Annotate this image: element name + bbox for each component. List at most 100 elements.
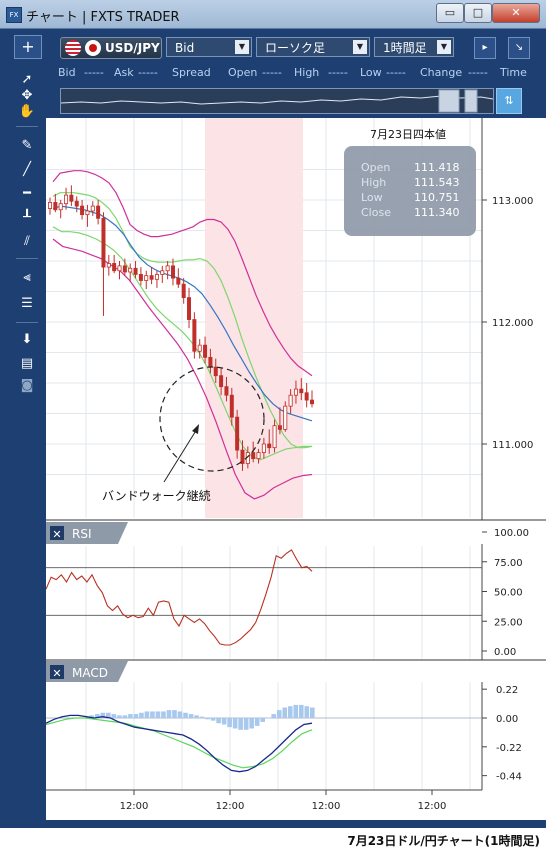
overview-right-handle[interactable] (464, 89, 478, 113)
minimize-button[interactable]: ▭ (436, 3, 464, 23)
candle-body (251, 452, 256, 460)
info-low-value: 110.751 (414, 191, 460, 204)
quote-ask-value: ----- (138, 66, 158, 79)
symbol-label: USD/JPY (105, 41, 160, 55)
timeframe-select[interactable]: 1時間足 ▼ (374, 37, 454, 57)
candle-body (240, 449, 245, 464)
candle-body (90, 205, 95, 212)
macd-close-button[interactable] (50, 665, 64, 679)
quote-ask-label: Ask (114, 66, 134, 79)
bollinger-upper-2sigma (52, 170, 313, 377)
time-tick-label: 12:00 (120, 801, 149, 812)
fibonacci-fan-icon[interactable]: ⫷ (23, 270, 31, 285)
macd-histogram-bar (161, 711, 166, 718)
rsi-label: RSI (72, 527, 92, 541)
detach-button[interactable]: ↘ (508, 37, 530, 59)
candle-body (112, 263, 117, 272)
candle-body (219, 375, 224, 388)
macd-tick-label: 0.22 (496, 685, 518, 696)
quote-change-label: Change (420, 66, 463, 79)
macd-histogram-bar (106, 712, 111, 718)
download-icon[interactable]: ⬇ (21, 332, 33, 347)
annotation-arrow (163, 428, 198, 483)
hand-icon[interactable]: ✋ (18, 104, 36, 119)
list-icon[interactable]: ▤ (20, 356, 34, 371)
rsi-close-button[interactable] (50, 526, 64, 540)
channel-icon[interactable]: ⫽ (24, 234, 30, 249)
camera-icon[interactable]: ◙ (20, 378, 34, 393)
annotation-circle (159, 366, 265, 472)
overview-left-handle[interactable] (438, 89, 460, 113)
maximize-button[interactable]: □ (464, 3, 492, 23)
candle-body (144, 275, 149, 281)
add-chart-button[interactable]: + (14, 35, 42, 59)
sidebar-divider (16, 322, 38, 323)
chart-window: FX チャート | FXTS TRADER ▭ □ ✕ + USD/JPY Bi… (0, 0, 546, 828)
candle-body (261, 443, 266, 453)
line-icon[interactable]: ╱ (23, 162, 31, 177)
quote-low-value: ----- (386, 66, 406, 79)
bollinger-lower-1sigma (52, 226, 312, 461)
candle-body (53, 202, 58, 211)
candle-body (224, 386, 229, 396)
macd-histogram-bar (254, 718, 260, 726)
vertical-line-icon[interactable]: ┸ (23, 210, 31, 225)
cursor-icon[interactable]: ➚ (21, 72, 33, 87)
candle-body (128, 267, 133, 273)
quote-bid-label: Bid (58, 66, 76, 79)
quote-open-value: ----- (262, 66, 282, 79)
overview-toggle-button[interactable]: ⇅ (496, 88, 522, 114)
rsi-tick-label: 25.00 (494, 617, 523, 628)
macd-histogram-bar (144, 711, 150, 718)
price-side-select[interactable]: Bid ▼ (166, 37, 252, 57)
macd-histogram-bar (205, 718, 210, 720)
macd-histogram-bar (133, 714, 139, 718)
candle-body (288, 394, 293, 407)
bollinger-lower-2sigma (52, 238, 313, 500)
macd-histogram-bar (282, 707, 288, 718)
rsi-line (46, 549, 313, 646)
macd-histogram-bar (128, 714, 133, 718)
macd-axis: 0.22 0.00 -0.22 -0.44 (482, 685, 522, 783)
sidebar-divider (16, 258, 38, 259)
macd-histogram-bar (298, 704, 304, 718)
rsi-header (46, 520, 546, 544)
macd-histogram-bar (150, 711, 155, 718)
candle-body (197, 344, 202, 352)
fibonacci-retracement-icon[interactable]: ☰ (21, 296, 33, 311)
rsi-tab[interactable] (46, 522, 128, 544)
brush-icon[interactable]: ✎ (21, 138, 33, 153)
sidebar-divider (16, 126, 38, 127)
toolbar: + USD/JPY Bid ▼ ローソク足 ▼ 1時間足 ▼ ▸ ↘ (0, 29, 546, 63)
candle-body (133, 267, 138, 275)
chart-style-select[interactable]: ローソク足 ▼ (256, 37, 370, 57)
app-icon: FX (6, 7, 22, 23)
info-close-value: 111.340 (414, 206, 460, 219)
macd-histogram-bar (122, 715, 128, 718)
macd-tab[interactable] (46, 661, 128, 682)
candle-body (229, 394, 234, 418)
price-tick-label: 112.000 (492, 318, 533, 329)
macd-histogram-bar (117, 715, 122, 718)
candle-body (58, 203, 63, 211)
macd-histogram-bar (111, 714, 117, 718)
ohlc-info-box: 7月23日四本値 Open 111.418 High 111.543 Low 1… (344, 127, 476, 236)
close-button[interactable]: ✕ (492, 3, 540, 23)
macd-line (46, 714, 313, 773)
info-open-label: Open (361, 161, 390, 174)
candlestick-series (48, 185, 314, 471)
macd-histogram-bar (287, 706, 293, 718)
symbol-button[interactable]: USD/JPY (60, 37, 162, 59)
candle-body (138, 274, 143, 281)
info-close-label: Close (361, 206, 391, 219)
candle-body (272, 425, 277, 449)
horizontal-line-icon[interactable]: ━ (23, 186, 31, 201)
macd-histogram-bar (227, 718, 232, 728)
crosshair-icon[interactable]: ✥ (21, 88, 33, 103)
chevron-down-icon: ▼ (437, 40, 451, 54)
window-title: チャート | FXTS TRADER (26, 10, 180, 25)
candle-body (187, 297, 192, 320)
candle-body (203, 344, 208, 358)
overview-scroller[interactable] (60, 88, 494, 114)
scroll-right-button[interactable]: ▸ (474, 37, 496, 59)
